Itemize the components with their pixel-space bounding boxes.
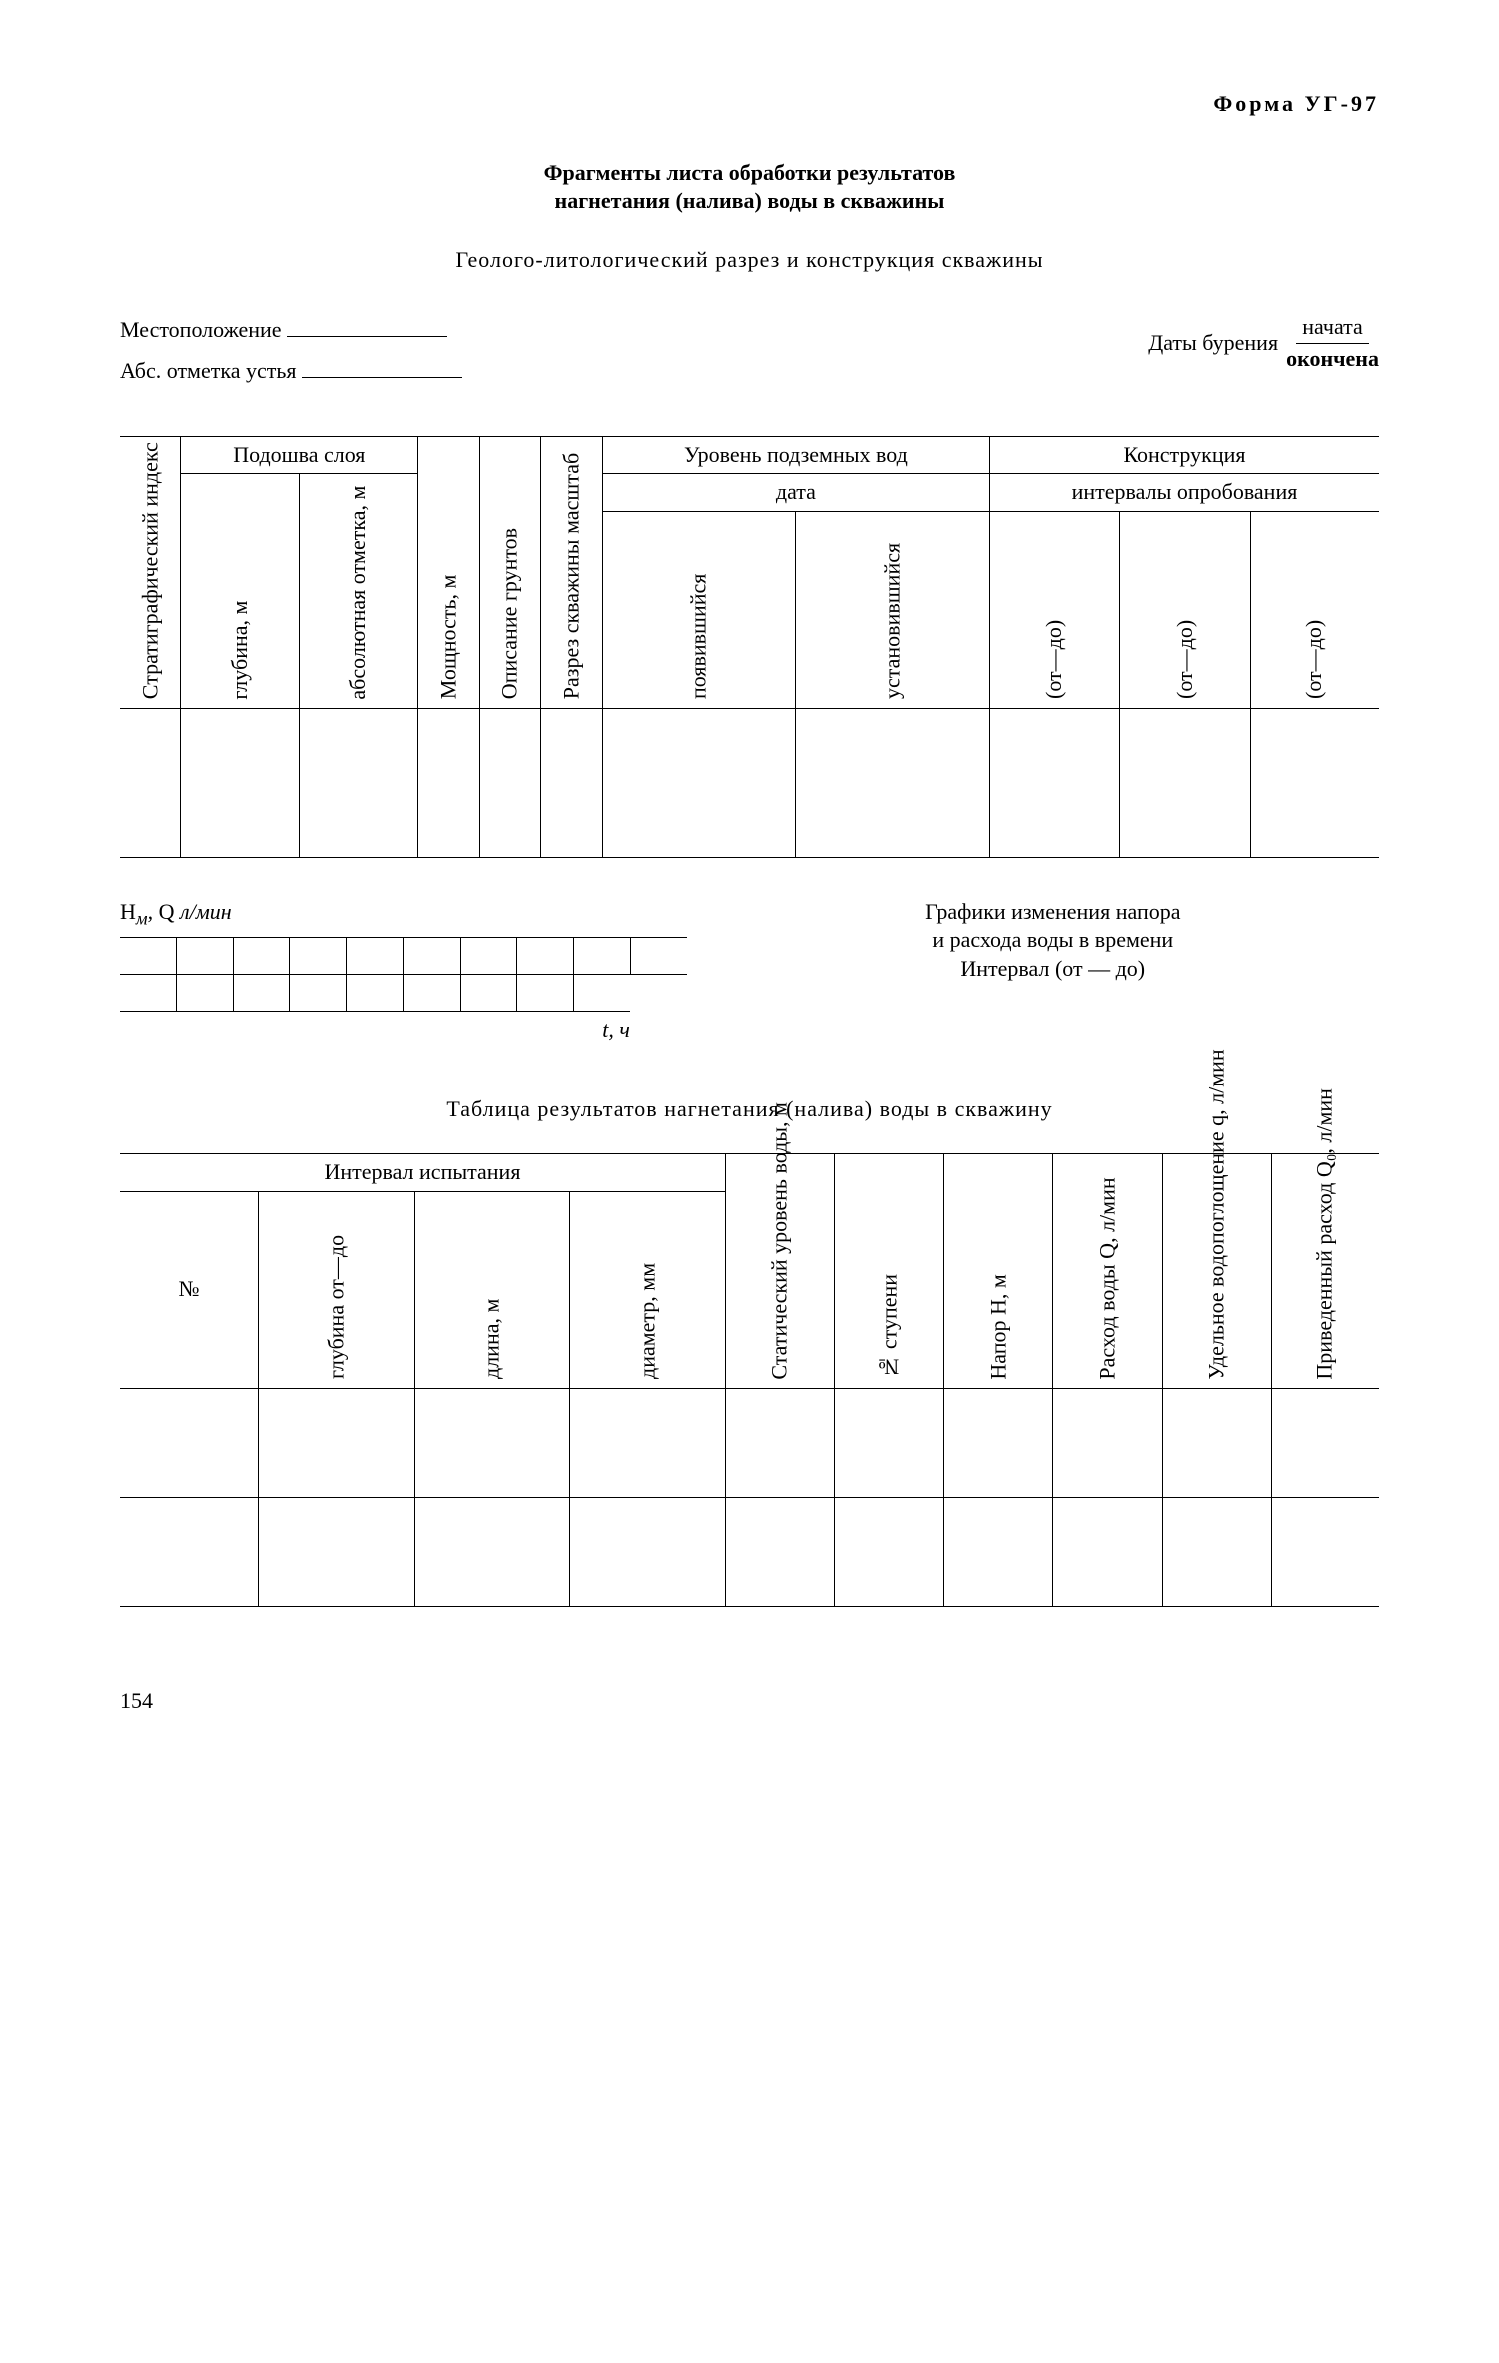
chart-caption-2: и расхода воды в времени bbox=[932, 927, 1173, 952]
col-section: Разрез скважины масштаб bbox=[541, 436, 602, 708]
location-label: Местоположение bbox=[120, 317, 282, 342]
chart-row bbox=[120, 975, 630, 1012]
col-reduced: Приведенный расход Q₀, л/мин bbox=[1271, 1154, 1379, 1389]
abs-label: Абс. отметка устья bbox=[120, 358, 297, 383]
table2-title: Таблица результатов нагнетания (налива) … bbox=[120, 1095, 1379, 1124]
dates-label: Даты бурения bbox=[1148, 329, 1278, 358]
table-row bbox=[120, 1497, 1379, 1606]
title-line-2: нагнетания (налива) воды в скважины bbox=[555, 188, 945, 213]
col-stage-no: № ступени bbox=[835, 1154, 944, 1389]
page-title: Фрагменты листа обработки результатов на… bbox=[120, 159, 1379, 216]
col-no: № bbox=[120, 1191, 259, 1388]
col-strat-index: Стратиграфический индекс bbox=[120, 436, 181, 708]
page-number: 154 bbox=[120, 1687, 1379, 1716]
form-id: Форма УГ-97 bbox=[120, 90, 1379, 119]
col-depth-range: глубина от—до bbox=[259, 1191, 415, 1388]
col-construction: Конструкция bbox=[989, 436, 1379, 474]
col-static-level: Статический уровень воды, м bbox=[725, 1154, 834, 1389]
chart-caption-3: Интервал (от — до) bbox=[960, 956, 1145, 981]
col-range-2: (от—до) bbox=[1120, 511, 1250, 708]
col-diameter: диаметр, мм bbox=[570, 1191, 726, 1388]
chart-x-label: t, ч bbox=[120, 1016, 687, 1045]
dates-fraction: начата окончена bbox=[1286, 314, 1379, 372]
col-soil-desc: Описание грунтов bbox=[479, 436, 540, 708]
table-row bbox=[120, 708, 1379, 857]
chart-grid bbox=[120, 937, 687, 1012]
col-range-1: (от—до) bbox=[989, 511, 1119, 708]
title-line-1: Фрагменты листа обработки результатов bbox=[544, 160, 956, 185]
finished-label: окончена bbox=[1286, 344, 1379, 372]
chart-section: Hм, Q Hм, Q л/минл/мин t, ч Графики изме… bbox=[120, 898, 1379, 1045]
meta-left: Местоположение Абс. отметка устья bbox=[120, 314, 1148, 395]
col-range-3: (от—до) bbox=[1250, 511, 1379, 708]
chart-left: Hм, Q Hм, Q л/минл/мин t, ч bbox=[120, 898, 687, 1045]
col-length: длина, м bbox=[414, 1191, 570, 1388]
chart-row bbox=[120, 938, 687, 975]
col-gw-level: Уровень подземных вод bbox=[602, 436, 989, 474]
col-abs-mark: абсолютная отметка, м bbox=[299, 474, 418, 709]
subtitle: Геолого-литологический разрез и конструк… bbox=[120, 246, 1379, 275]
results-table: Интервал испытания Статический уровень в… bbox=[120, 1153, 1379, 1607]
col-thickness: Мощность, м bbox=[418, 436, 479, 708]
chart-caption: Графики изменения напора и расхода воды … bbox=[727, 898, 1379, 984]
geology-table: Стратиграфический индекс Подошва слоя Мо… bbox=[120, 436, 1379, 858]
col-sole: Подошва слоя bbox=[181, 436, 418, 474]
col-depth: глубина, м bbox=[181, 474, 300, 709]
table-row bbox=[120, 1388, 1379, 1497]
location-blank bbox=[287, 314, 447, 337]
chart-y-label: Hм, Q Hм, Q л/минл/мин bbox=[120, 898, 687, 931]
col-appeared: появившийся bbox=[602, 511, 796, 708]
col-settled: установившийся bbox=[796, 511, 990, 708]
col-specific: Удельное водопоглощение q, л/мин bbox=[1162, 1154, 1271, 1389]
col-flow: Расход воды Q, л/мин bbox=[1053, 1154, 1162, 1389]
meta-row: Местоположение Абс. отметка устья Даты б… bbox=[120, 314, 1379, 395]
started-label: начата bbox=[1296, 314, 1369, 343]
meta-right: Даты бурения начата окончена bbox=[1148, 314, 1379, 372]
col-head: Напор H, м bbox=[944, 1154, 1053, 1389]
chart-caption-1: Графики изменения напора bbox=[925, 899, 1180, 924]
col-interval: Интервал испытания bbox=[120, 1154, 725, 1192]
col-date: дата bbox=[602, 474, 989, 512]
abs-blank bbox=[302, 355, 462, 378]
col-intervals: интервалы опробования bbox=[989, 474, 1379, 512]
